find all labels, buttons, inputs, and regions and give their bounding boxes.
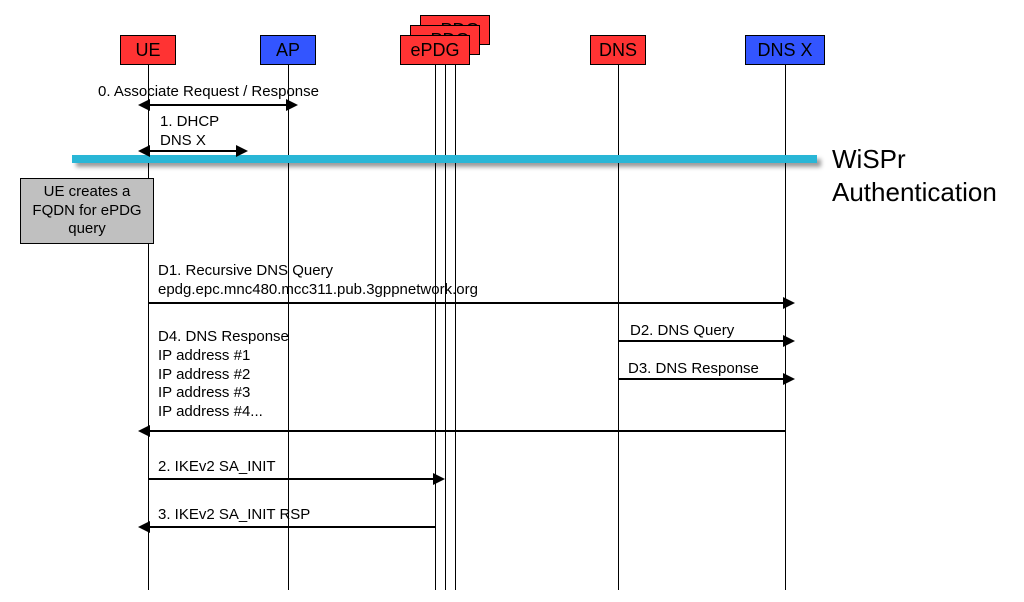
lifeline-epdg: [435, 65, 436, 590]
lifeline-dns: [618, 65, 619, 590]
msg-3-label: D2. DNS Query: [630, 322, 734, 341]
wispr-band: [72, 155, 817, 163]
msg-6-label: 2. IKEv2 SA_INIT: [158, 458, 276, 477]
msg-2-head-right: [783, 297, 795, 309]
msg-1-head-left: [138, 145, 150, 157]
msg-2-label: D1. Recursive DNS Queryepdg.epc.mnc480.m…: [158, 262, 478, 300]
msg-7-label: 3. IKEv2 SA_INIT RSP: [158, 506, 310, 525]
msg-5-head-left: [138, 425, 150, 437]
node-ap: AP: [260, 35, 316, 65]
msg-3-line: [618, 340, 785, 342]
node-dns: DNS: [590, 35, 646, 65]
msg-6-line: [148, 478, 435, 480]
msg-5-line: [148, 430, 785, 432]
msg-0-head-left: [138, 99, 150, 111]
msg-0-line: [148, 104, 288, 106]
side-title: WiSPrAuthentication: [832, 143, 997, 208]
msg-1-head-right: [236, 145, 248, 157]
msg-7-head-left: [138, 521, 150, 533]
msg-6-head-right: [433, 473, 445, 485]
msg-5-label: D4. DNS ResponseIP address #1IP address …: [158, 328, 289, 422]
msg-4-line: [618, 378, 785, 380]
node-dnsx: DNS X: [745, 35, 825, 65]
msg-4-head-right: [783, 373, 795, 385]
node-epdg: ePDG: [400, 35, 470, 65]
msg-4-label: D3. DNS Response: [628, 360, 759, 379]
sequence-diagram-stage: UEAPePDGePDGePDGDNSDNS XWiSPrAuthenticat…: [0, 0, 1024, 602]
note-fqdn: UE creates aFQDN for ePDGquery: [20, 178, 154, 244]
msg-7-line: [148, 526, 435, 528]
msg-0-head-right: [286, 99, 298, 111]
lifeline-epdg-stack-1: [445, 55, 446, 590]
node-ue: UE: [120, 35, 176, 65]
msg-1-label: 1. DHCPDNS X: [160, 113, 219, 151]
lifeline-ue: [148, 65, 149, 590]
lifeline-dnsx: [785, 65, 786, 590]
msg-2-line: [148, 302, 785, 304]
msg-3-head-right: [783, 335, 795, 347]
msg-1-line: [148, 150, 238, 152]
lifeline-epdg-stack-2: [455, 45, 456, 590]
